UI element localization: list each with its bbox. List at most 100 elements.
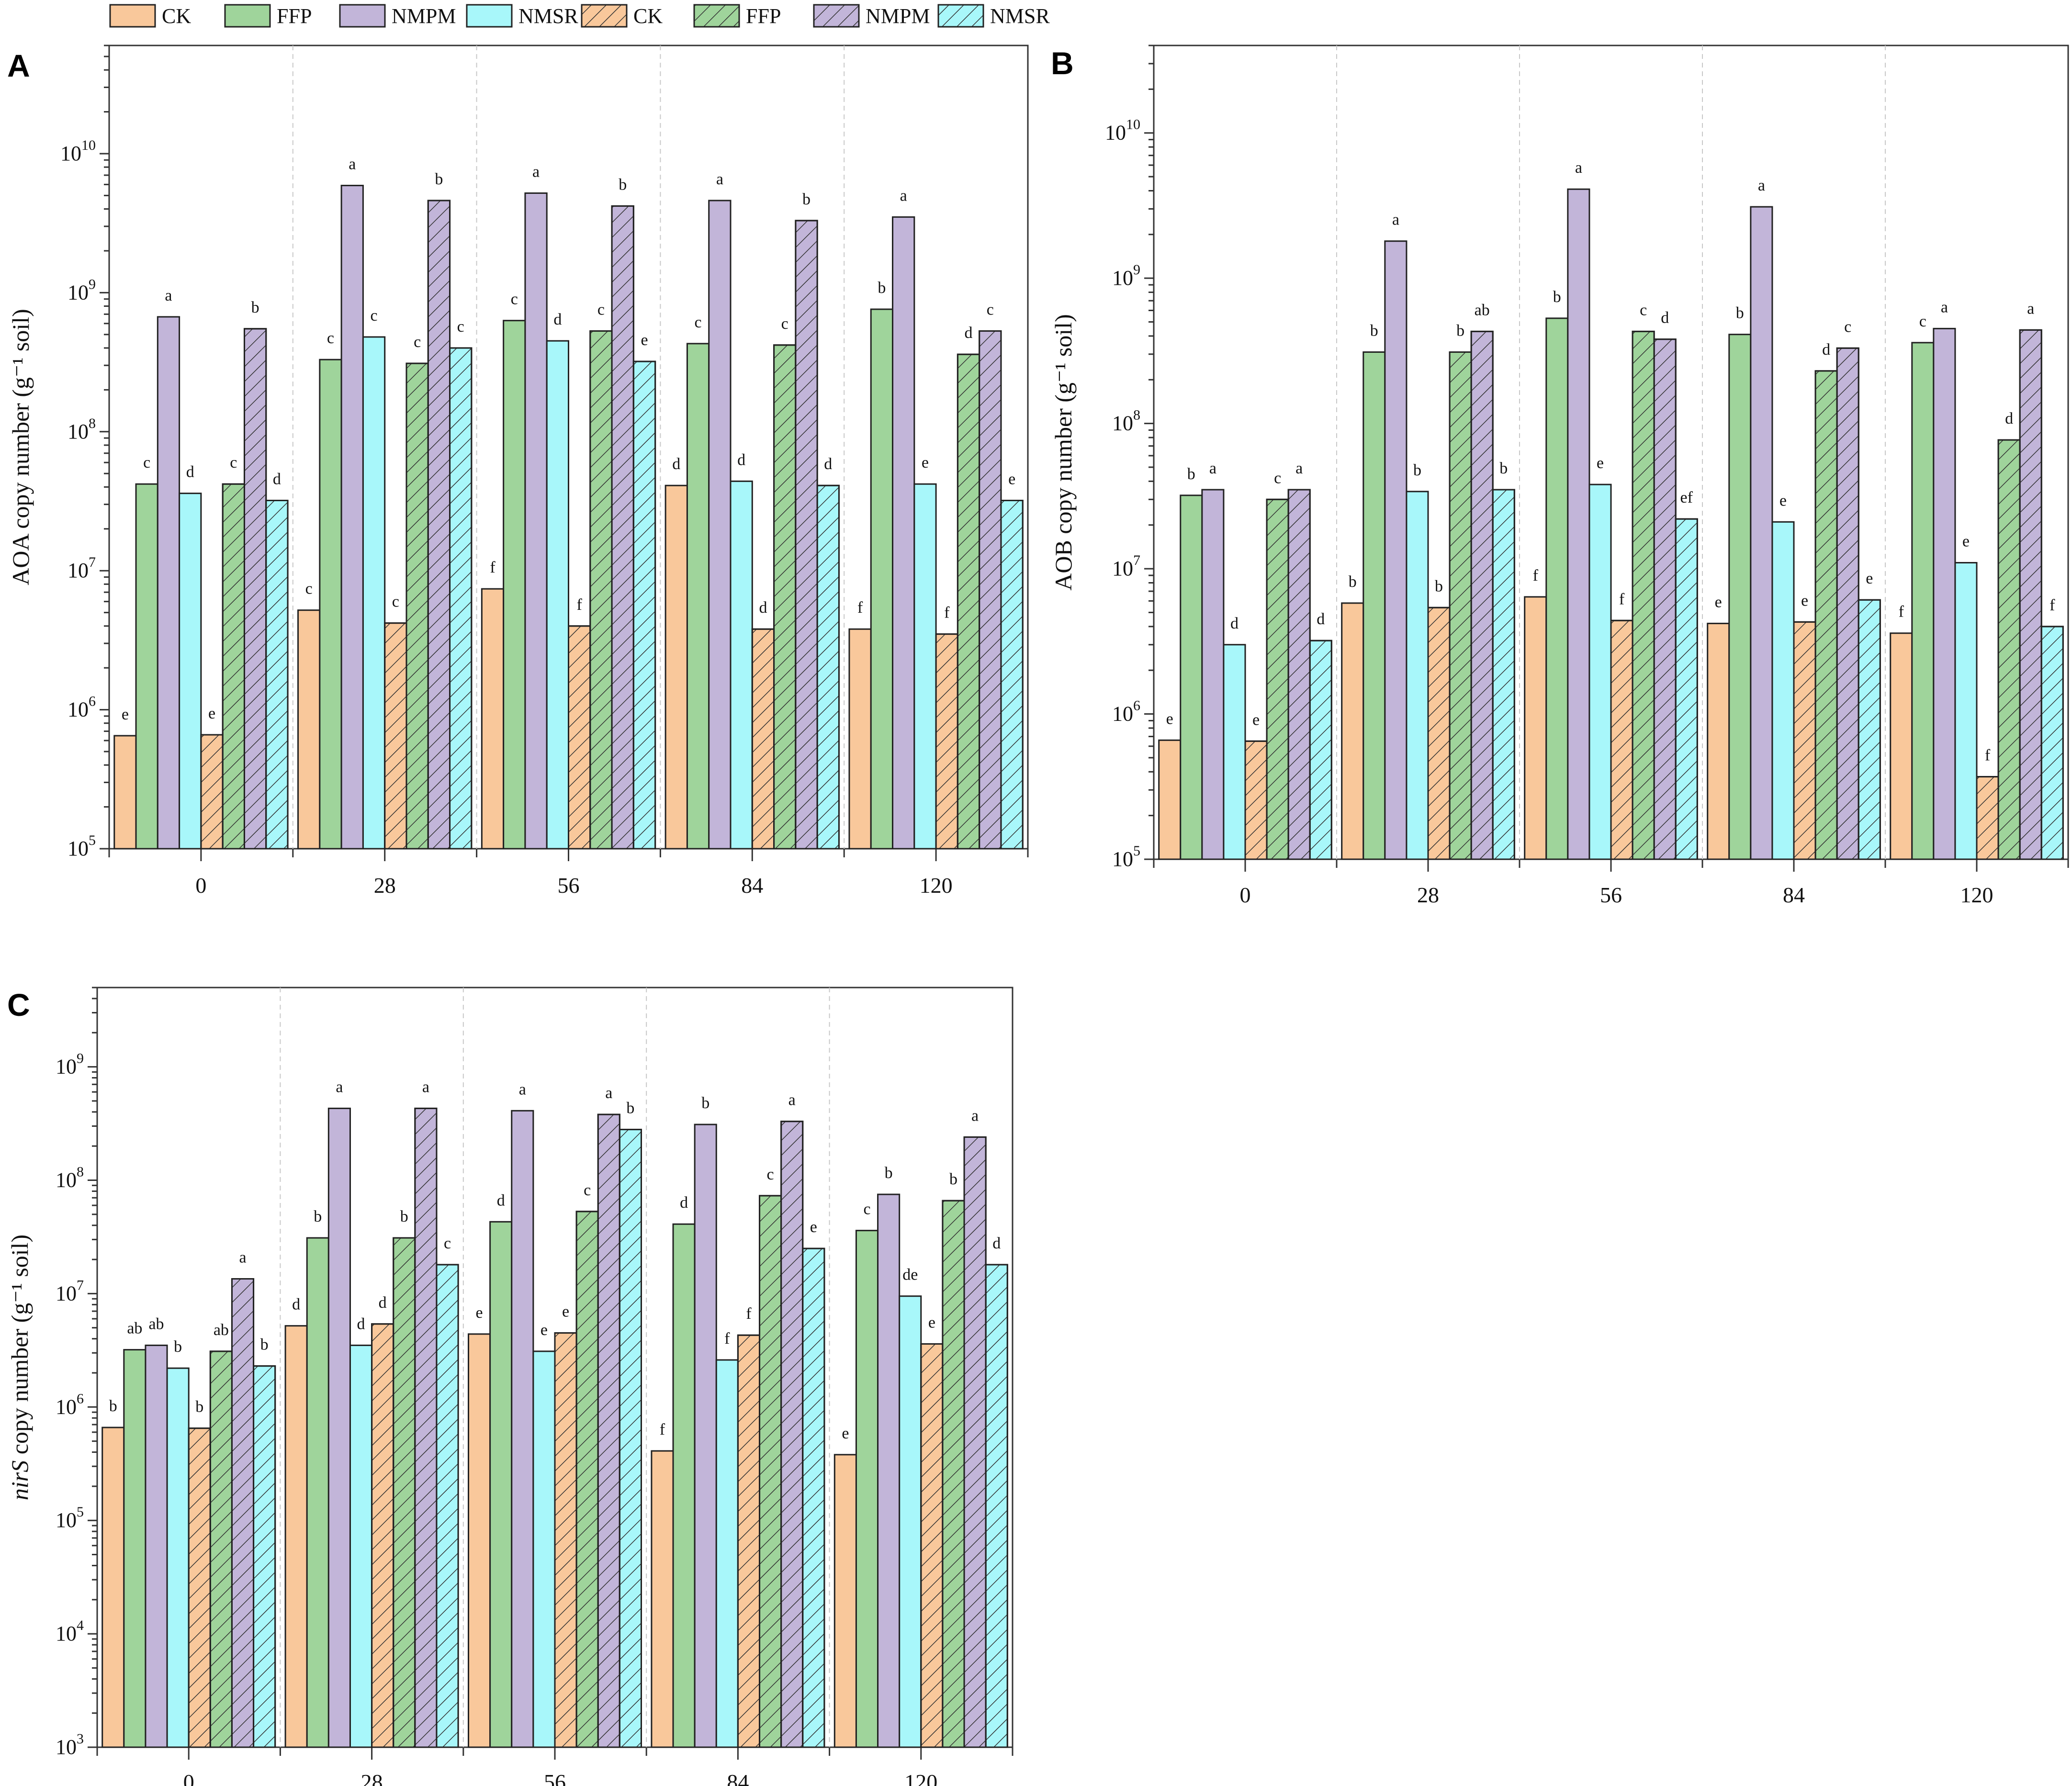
legend-swatch-hatch [813,4,860,28]
significance-letter: e [842,1425,849,1442]
y-tick-label: 107 [56,1277,84,1305]
significance-letter: c [781,315,788,333]
significance-letter: b [949,1170,957,1188]
bar-ck-hatched-56-hatch [554,1332,577,1748]
y-tick-label: 109 [56,1051,84,1078]
significance-letter: ab [127,1320,142,1337]
significance-letter: d [759,599,767,617]
bar-nmsr-28 [362,336,386,850]
significance-letter: c [230,454,237,472]
significance-letter: d [357,1315,365,1333]
significance-letter: c [143,454,150,472]
significance-letter: d [379,1294,387,1312]
significance-letter: f [490,559,495,576]
significance-letter: c [327,329,334,347]
x-tick-label: 56 [544,1770,566,1786]
bar-nmpm-84 [708,200,732,850]
y-tick-label: 1010 [60,137,96,165]
bar-nmpm-hatched-120-hatch [2019,329,2042,860]
bar-nmsr-hatched-28-hatch [436,1264,459,1748]
y-axis: 105 106 107 108 109 1010 [60,45,109,860]
bar-nmsr-hatched-56-hatch [619,1129,642,1748]
significance-letter: f [1985,747,1991,764]
bar-ffp-hatched-0-hatch [1266,498,1289,860]
legend-item-5: CK [581,4,663,28]
significance-letter: c [584,1181,591,1199]
bar-nmpm-hatched-120-hatch [979,330,1002,850]
significance-letter: b [1370,322,1378,340]
significance-letter: e [928,1314,935,1332]
significance-letter: ef [1680,489,1693,506]
significance-letter: b [260,1336,269,1354]
bar-ffp-0 [123,1349,146,1748]
x-tick-label: 120 [920,873,953,898]
bar-nmsr-84 [715,1359,739,1748]
x-tick-label: 84 [727,1770,749,1786]
legend-label: NMSR [518,4,578,28]
bar-ffp-hatched-56-hatch [1632,330,1655,860]
bar-ck-56 [468,1333,491,1748]
y-tick-label: 106 [1112,698,1140,726]
significance-letter: e [541,1321,548,1339]
y-tick-label: 105 [1112,843,1140,871]
x-tick-label: 56 [558,873,580,898]
y-tick-label: 109 [1112,262,1140,290]
y-tick-label: 105 [56,1504,84,1532]
significance-letter: c [695,314,702,331]
x-tick-label: 0 [183,1770,194,1786]
significance-letter: c [1640,301,1647,319]
significance-letter: d [292,1296,300,1314]
bar-ck-hatched-0-hatch [188,1427,211,1748]
bar-ffp-hatched-120-hatch [942,1200,965,1748]
y-tick-label: 104 [56,1618,84,1645]
bar-nmpm-84 [1750,206,1773,860]
bar-nmsr-84 [1771,521,1795,860]
bar-nmsr-120 [1954,562,1978,860]
bar-nmpm-hatched-28-hatch [427,200,451,850]
bar-nmpm-hatched-0-hatch [231,1278,255,1748]
bar-nmpm-0 [1201,489,1225,860]
significance-letter: a [1209,460,1216,477]
significance-letter: f [857,599,863,617]
significance-letter: a [165,287,172,304]
x-tick-label: 120 [1960,883,1993,907]
significance-letter: c [444,1235,451,1252]
bar-ck-56 [481,588,505,850]
significance-letter: a [422,1078,429,1096]
significance-letter: c [1844,318,1851,336]
legend-item-7: NMPM [813,4,930,28]
significance-letter: e [1008,470,1015,488]
y-tick-label: 105 [68,832,96,860]
bar-nmsr-0 [179,493,202,850]
bar-nmsr-56 [546,340,569,850]
significance-letter: b [885,1164,893,1182]
x-tick-label: 0 [195,873,206,898]
significance-letter: d [497,1191,505,1209]
significance-letter: b [1435,577,1443,595]
bar-ffp-56 [1545,317,1569,860]
significance-letter: d [992,1235,1001,1252]
y-tick-label: 108 [68,416,96,443]
x-tick-label: 84 [741,873,763,898]
x-tick-label: 28 [1417,883,1439,907]
significance-letter: b [174,1338,182,1356]
significance-letter: c [597,301,605,318]
bar-ffp-hatched-0-hatch [222,483,245,850]
significance-letter: b [1349,573,1357,591]
significance-letter: e [1166,710,1173,728]
bar-nmpm-hatched-0-hatch [1287,489,1311,860]
bar-nmpm-hatched-84-hatch [1836,347,1859,860]
bar-ck-hatched-120-hatch [920,1343,944,1748]
significance-letter: e [1252,711,1260,729]
x-tick-label: 28 [374,873,396,898]
bar-ffp-0 [135,483,158,850]
significance-letter: d [1822,341,1830,359]
legend-swatch [224,4,271,28]
legend: CK FFP NMPM NMSR CK FFP NMPM NMSR [109,4,1050,28]
bar-ffp-84 [686,343,710,850]
bar-nmpm-hatched-28-hatch [1470,330,1494,860]
panel-letter: B [1051,45,1074,81]
bar-nmpm-hatched-56-hatch [597,1113,620,1748]
